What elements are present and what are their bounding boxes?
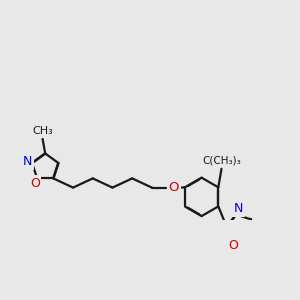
- Text: O: O: [169, 181, 179, 194]
- Text: N: N: [234, 202, 243, 215]
- Text: C(CH₃)₃: C(CH₃)₃: [202, 155, 242, 165]
- Text: O: O: [30, 177, 40, 190]
- Text: CH₃: CH₃: [32, 126, 53, 136]
- Text: O: O: [228, 239, 238, 252]
- Text: N: N: [22, 155, 32, 168]
